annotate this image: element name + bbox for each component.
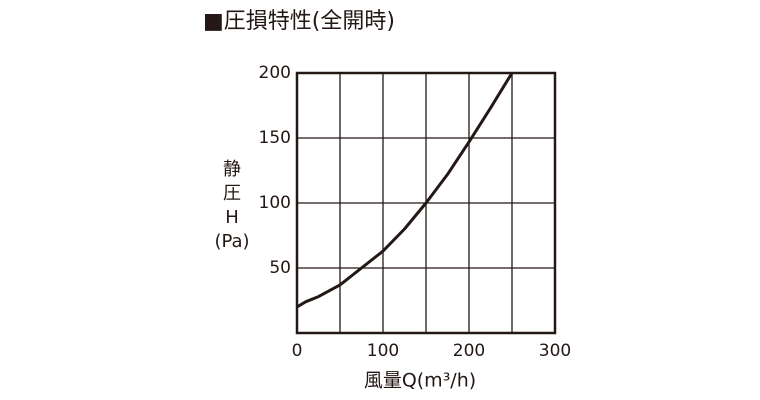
y-axis-label: 静 xyxy=(223,159,241,180)
data-line xyxy=(296,72,514,309)
x-tick-label: 200 xyxy=(453,341,485,361)
y-tick-label: 100 xyxy=(259,193,291,213)
y-tick-label: 200 xyxy=(259,63,291,83)
y-tick-label: 150 xyxy=(259,128,291,148)
x-tick-label: 0 xyxy=(292,341,303,361)
y-axis-label: H xyxy=(225,207,239,228)
y-axis-label: (Pa) xyxy=(214,231,249,252)
y-axis-label: 圧 xyxy=(223,183,241,204)
plot-frame xyxy=(295,71,557,335)
x-tick-label: 300 xyxy=(539,341,571,361)
chart-title: ■圧損特性(全開時) xyxy=(203,9,395,34)
x-axis-label: 風量Q(m³/h) xyxy=(364,370,476,392)
x-tick-label: 100 xyxy=(367,341,399,361)
y-tick-label: 50 xyxy=(269,258,291,278)
